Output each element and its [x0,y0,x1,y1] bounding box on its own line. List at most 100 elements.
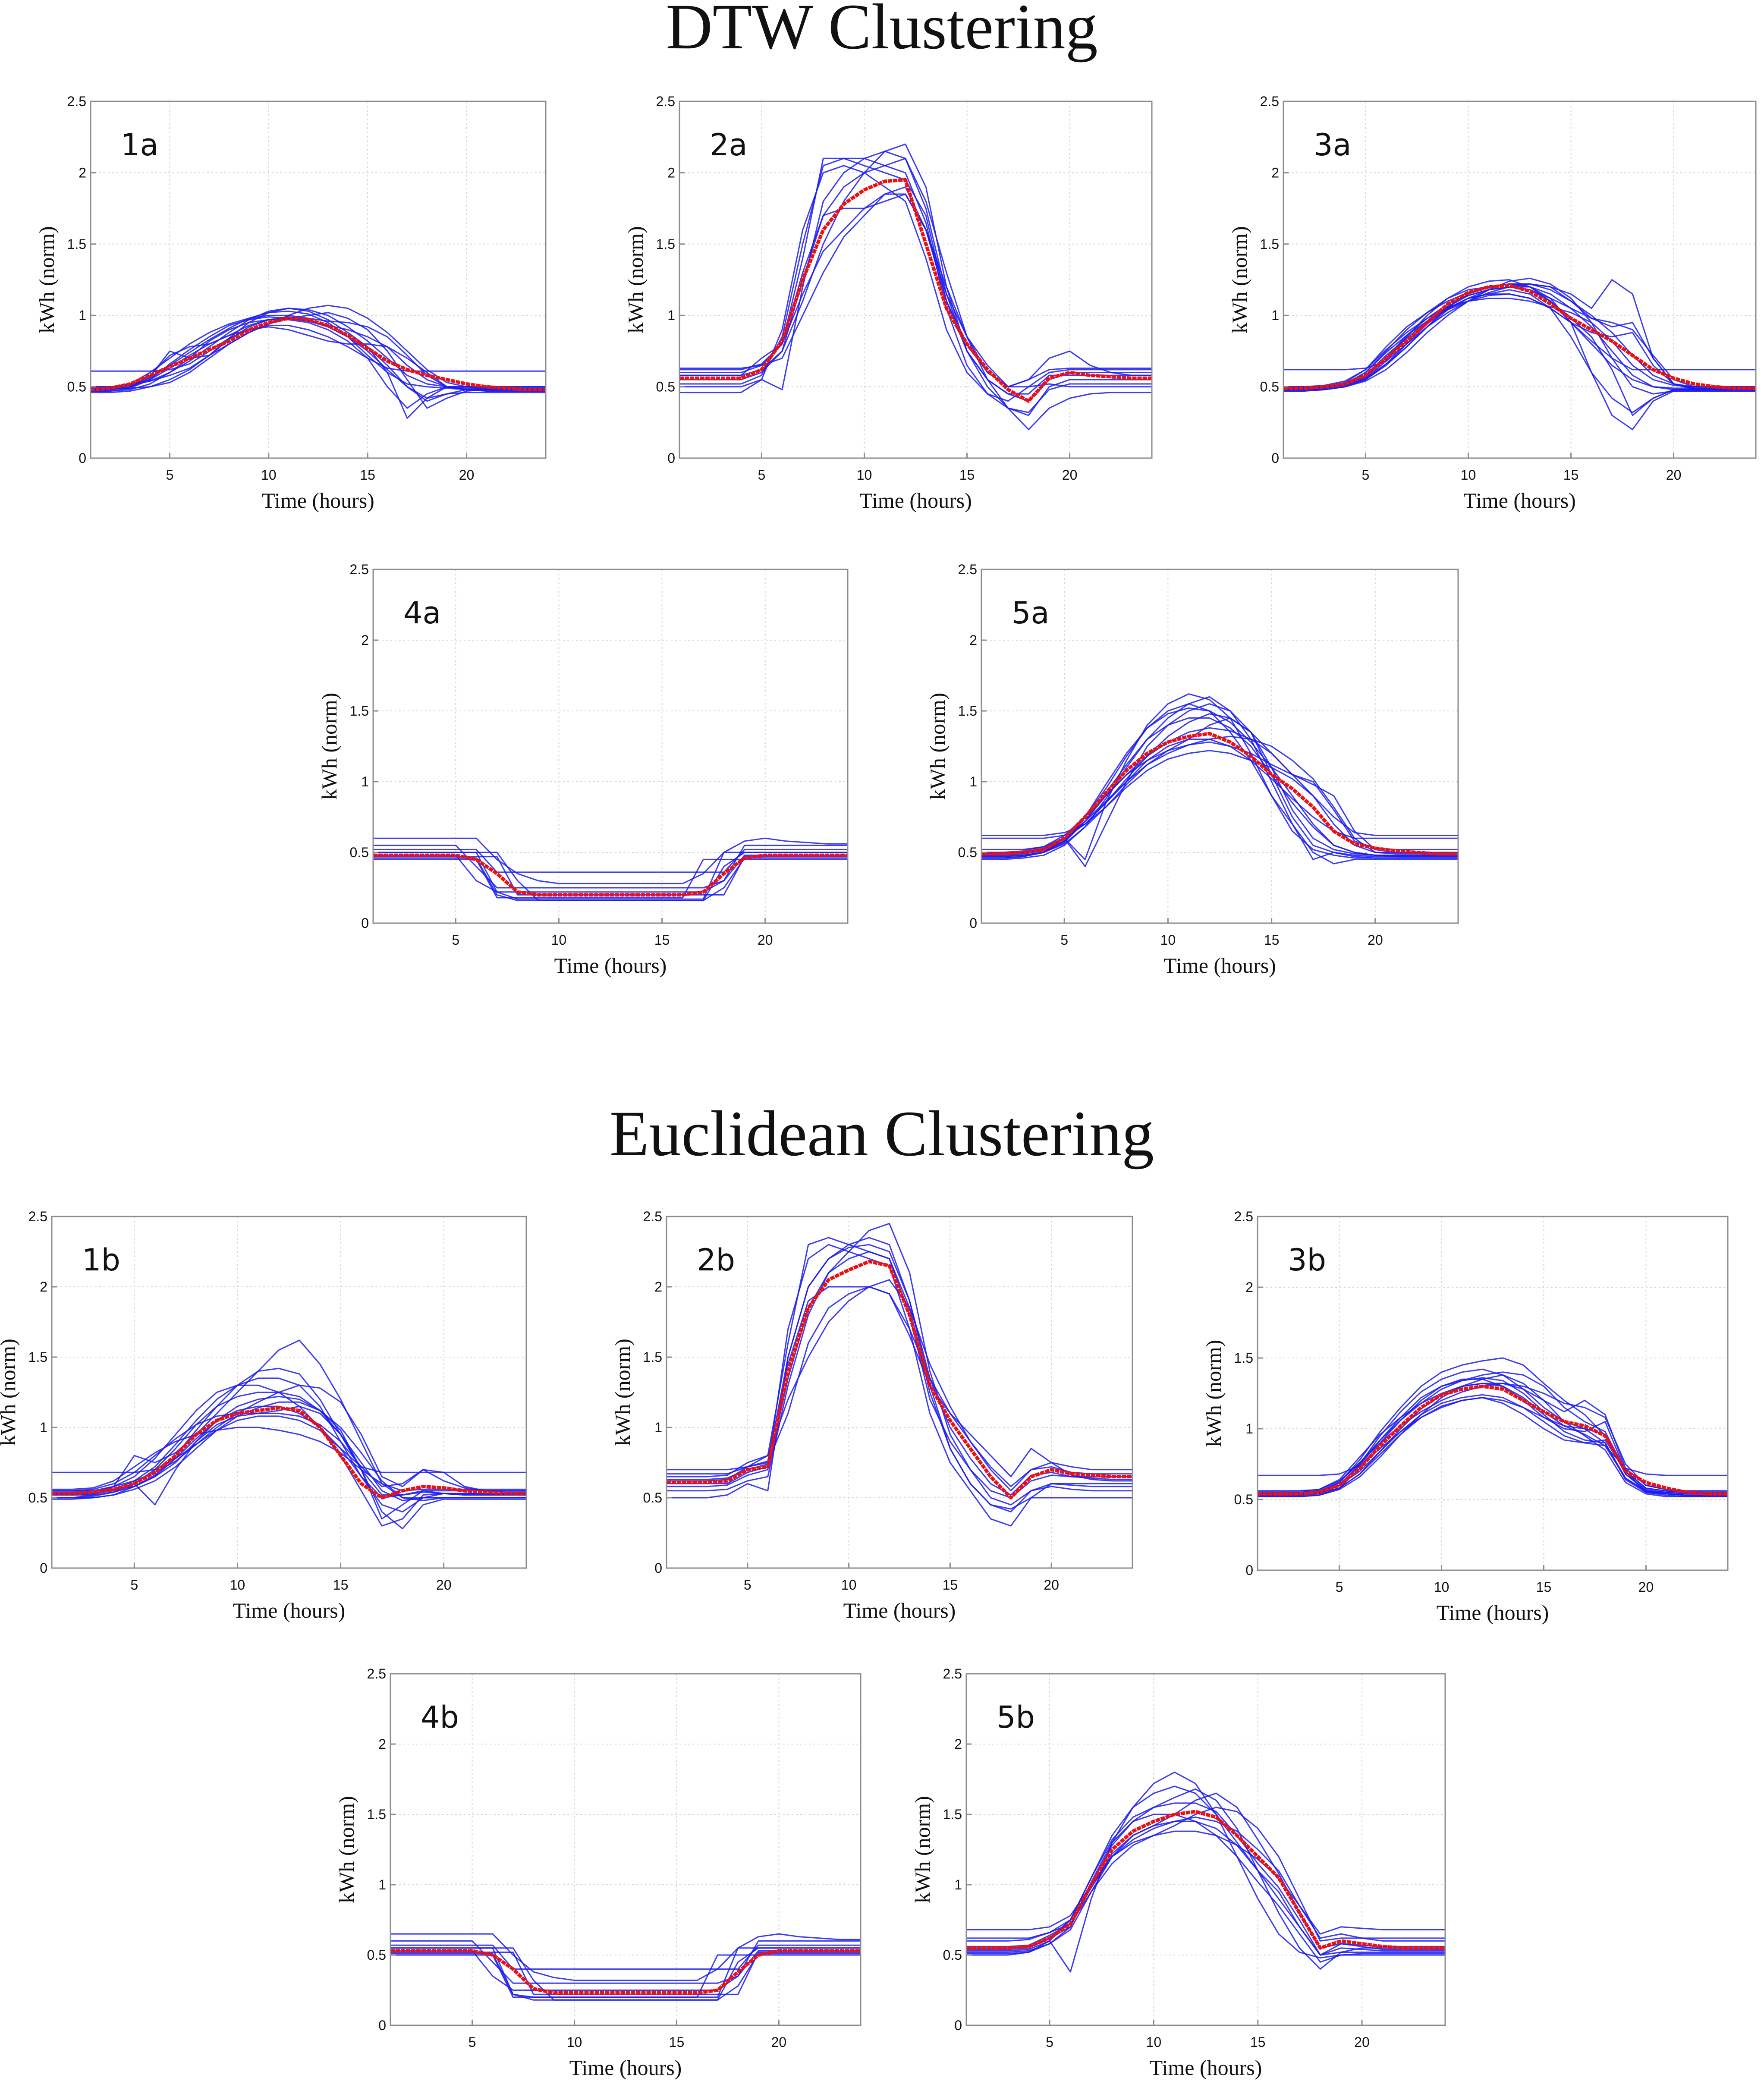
x-axis-label: Time (hours) [554,953,667,978]
x-tick-label: 5 [1046,2034,1053,2050]
axes-frame [390,1673,862,2026]
series-line-member-13 [1283,283,1756,390]
y-tick-label: 2 [40,1279,47,1295]
chart-panel-1b: 5 10 15 20 0 0.5 1 1.5 2 2.5 Time (hours) kWh (norm… [0,1209,527,1622]
series-line-member-10 [981,750,1458,836]
plot-area [981,569,1458,923]
series-line-member-3 [1258,1397,1728,1476]
y-tick-label: 1.5 [67,236,86,252]
series-line-member-10 [91,326,546,390]
y-tick-label: 0 [79,450,86,466]
series-line-member-10 [1283,289,1756,413]
series-lines [1258,1357,1728,1497]
y-tick-label: 1 [1245,1421,1253,1436]
series-line-member-3 [390,1940,861,1984]
plot-area [966,1674,1445,2025]
series-lines [1283,277,1756,431]
series-line-member-12 [1258,1383,1728,1496]
x-tick-label: 5 [1060,932,1068,948]
y-tick-label: 0.5 [943,1947,962,1963]
x-tick-label: 10 [230,1577,245,1593]
x-tick-label: 15 [333,1577,349,1593]
y-tick-label: 1.5 [643,1349,662,1365]
y-tick-label: 0 [378,2018,386,2033]
series-line-member-12 [1283,286,1756,389]
y-tick-label: 2.5 [350,562,369,577]
y-tick-label: 0.5 [958,845,977,860]
x-axis-label: Time (hours) [843,1598,956,1622]
chart-panel-3b: 5 10 15 20 0 0.5 1 1.5 2 2.5 Time (hours) kWh (norm… [1201,1209,1729,1625]
plot-area [91,101,546,458]
series-line-centroid [667,1260,1132,1499]
axes-frame [679,101,1153,459]
axes-frame [1283,101,1757,459]
y-tick-label: 0.5 [28,1490,47,1506]
series-line-member-6 [91,312,546,409]
x-tick-label: 15 [1563,467,1579,483]
y-tick-label: 2.5 [67,94,86,109]
axes-frame [51,1216,527,1569]
series-line-member-2 [667,1223,1132,1506]
y-tick-label: 1 [378,1877,386,1892]
y-axis-label: kWh (norm) [610,1339,635,1446]
x-tick-label: 15 [669,2034,685,2050]
x-tick-label: 10 [1160,932,1176,948]
series-line-centroid [981,732,1458,856]
y-tick-label: 2.5 [28,1209,47,1224]
x-tick-label: 15 [654,932,670,948]
x-axis-label: Time (hours) [233,1598,346,1622]
series-line-member-4 [1258,1374,1728,1497]
y-axis-label: kWh (norm) [910,1796,934,1903]
x-axis-label: Time (hours) [1150,2056,1262,2080]
x-tick-label: 20 [1638,1579,1654,1595]
panel-label-5b: 5b [997,1700,1035,1735]
series-line-member-5 [373,858,848,899]
y-tick-label: 0.5 [1234,1492,1253,1507]
x-tick-label: 10 [857,467,872,483]
x-tick-label: 5 [1362,467,1370,483]
series-line-member-2 [981,739,1458,839]
series-line-member-4 [667,1237,1132,1510]
plot-area [373,569,848,923]
series-line-centroid [679,178,1152,403]
y-tick-label: 2 [654,1279,662,1295]
y-tick-label: 2 [79,165,86,180]
y-tick-label: 0 [1271,450,1279,466]
y-tick-label: 1 [40,1420,47,1435]
x-tick-label: 20 [771,2034,787,2050]
y-tick-label: 2 [969,632,977,648]
chart-panel-3a: 5 10 15 20 0 0.5 1 1.5 2 2.5 Time (hours) kWh (norm… [1227,94,1757,512]
series-line-centroid [52,1406,526,1499]
y-tick-label: 2.5 [943,1666,962,1682]
y-axis-label: kWh (norm) [925,693,950,800]
x-tick-label: 10 [1434,1579,1450,1595]
y-tick-label: 2.5 [958,562,977,577]
series-line-member-10 [966,1814,1445,1963]
y-tick-label: 2.5 [1260,94,1279,109]
series-line-member-4 [390,1933,861,1981]
y-axis-label: kWh (norm) [0,1339,20,1446]
series-line-member-6 [373,849,848,873]
y-tick-label: 1 [1271,308,1279,323]
chart-panel-4b: 5 10 15 20 0 0.5 1 1.5 2 2.5 Time (hours) kWh (norm… [334,1666,862,2080]
panel-label-2a: 2a [710,127,747,163]
series-line-member-6 [679,151,1152,431]
series-line-member-2 [679,143,1152,416]
x-tick-label: 5 [452,932,459,948]
y-tick-label: 1.5 [350,703,369,719]
y-tick-label: 1.5 [367,1807,386,1822]
series-line-member-5 [667,1286,1132,1482]
x-axis-label: Time (hours) [569,2056,682,2080]
x-tick-label: 15 [943,1577,958,1593]
y-tick-label: 0 [361,915,369,931]
y-axis-label: kWh (norm) [1227,226,1251,333]
series-line-centroid [373,853,848,897]
series-lines [667,1223,1132,1527]
series-line-centroid [91,316,546,392]
x-tick-label: 20 [1368,932,1383,948]
plot-area [679,101,1152,458]
series-lines [679,143,1152,431]
series-line-member-9 [52,1384,526,1493]
